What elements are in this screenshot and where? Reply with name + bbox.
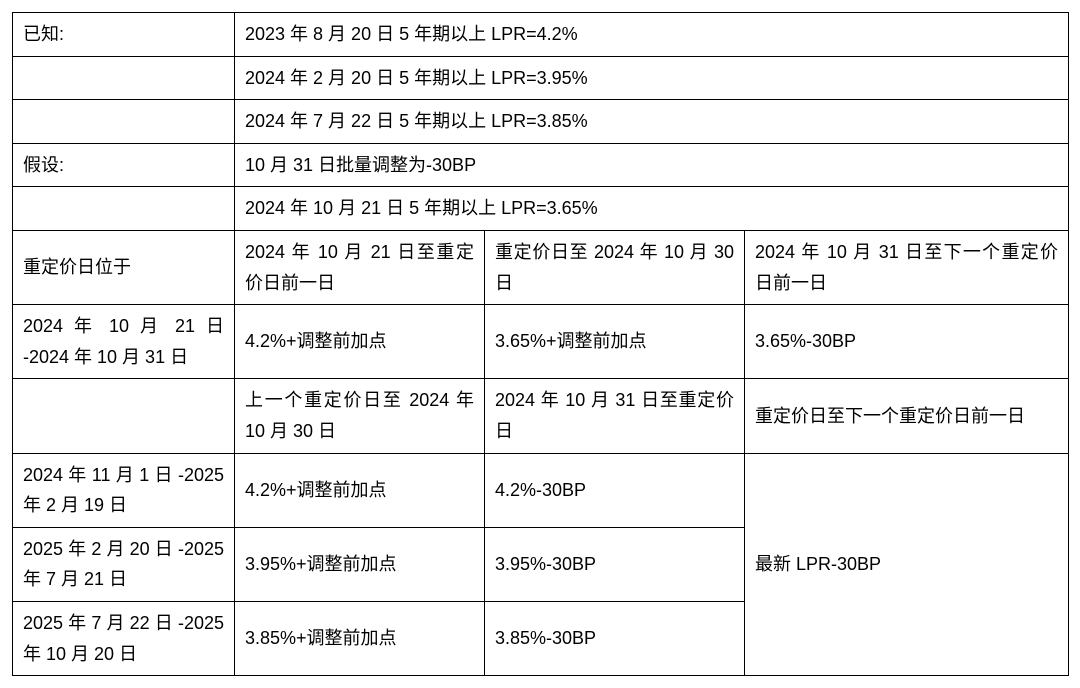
table-row: 2024 年 10 月 21 日 5 年期以上 LPR=3.65% [13,187,1069,231]
period-col3-header: 2024 年 10 月 31 日至下一个重定价日前一日 [745,230,1069,304]
period-col3-subheader: 重定价日至下一个重定价日前一日 [745,379,1069,453]
table-row: 2024 年 2 月 20 日 5 年期以上 LPR=3.95% [13,56,1069,100]
date-range-cell: 2024 年 11 月 1 日 -2025 年 2 月 19 日 [13,453,235,527]
rate-cell: 3.65%-30BP [745,305,1069,379]
period-col1-header: 2024 年 10 月 21 日至重定价日前一日 [235,230,485,304]
rate-cell: 3.95%-30BP [485,527,745,601]
empty-cell [13,187,235,231]
table-row: 2024 年 11 月 1 日 -2025 年 2 月 19 日 4.2%+调整… [13,453,1069,527]
empty-cell [13,100,235,144]
rate-cell: 3.95%+调整前加点 [235,527,485,601]
period-col2-header: 重定价日至 2024 年 10 月 30 日 [485,230,745,304]
rate-cell: 4.2%-30BP [485,453,745,527]
period-col1-subheader: 上一个重定价日至 2024 年 10 月 30 日 [235,379,485,453]
known-value-3: 2024 年 7 月 22 日 5 年期以上 LPR=3.85% [235,100,1069,144]
table-row: 重定价日位于 2024 年 10 月 21 日至重定价日前一日 重定价日至 20… [13,230,1069,304]
assume-value-2: 2024 年 10 月 21 日 5 年期以上 LPR=3.65% [235,187,1069,231]
rate-cell: 3.65%+调整前加点 [485,305,745,379]
empty-cell [13,56,235,100]
rate-cell: 3.85%+调整前加点 [235,601,485,675]
date-range-cell: 2025 年 7 月 22 日 -2025 年 10 月 20 日 [13,601,235,675]
period-col2-subheader: 2024 年 10 月 31 日至重定价日 [485,379,745,453]
rate-cell-merged: 最新 LPR-30BP [745,453,1069,676]
date-range-cell: 2024 年 10 月 21 日 -2024 年 10 月 31 日 [13,305,235,379]
table-row: 2024 年 10 月 21 日 -2024 年 10 月 31 日 4.2%+… [13,305,1069,379]
empty-cell [13,379,235,453]
assume-label: 假设: [13,143,235,187]
known-label: 已知: [13,13,235,57]
known-value-2: 2024 年 2 月 20 日 5 年期以上 LPR=3.95% [235,56,1069,100]
rate-cell: 3.85%-30BP [485,601,745,675]
table-row: 已知: 2023 年 8 月 20 日 5 年期以上 LPR=4.2% [13,13,1069,57]
rate-cell: 4.2%+调整前加点 [235,305,485,379]
lpr-rate-table: 已知: 2023 年 8 月 20 日 5 年期以上 LPR=4.2% 2024… [12,12,1069,676]
table-row: 上一个重定价日至 2024 年 10 月 30 日 2024 年 10 月 31… [13,379,1069,453]
table-row: 2024 年 7 月 22 日 5 年期以上 LPR=3.85% [13,100,1069,144]
known-value-1: 2023 年 8 月 20 日 5 年期以上 LPR=4.2% [235,13,1069,57]
reprice-date-header: 重定价日位于 [13,230,235,304]
table-row: 假设: 10 月 31 日批量调整为-30BP [13,143,1069,187]
date-range-cell: 2025 年 2 月 20 日 -2025 年 7 月 21 日 [13,527,235,601]
rate-cell: 4.2%+调整前加点 [235,453,485,527]
assume-value-1: 10 月 31 日批量调整为-30BP [235,143,1069,187]
